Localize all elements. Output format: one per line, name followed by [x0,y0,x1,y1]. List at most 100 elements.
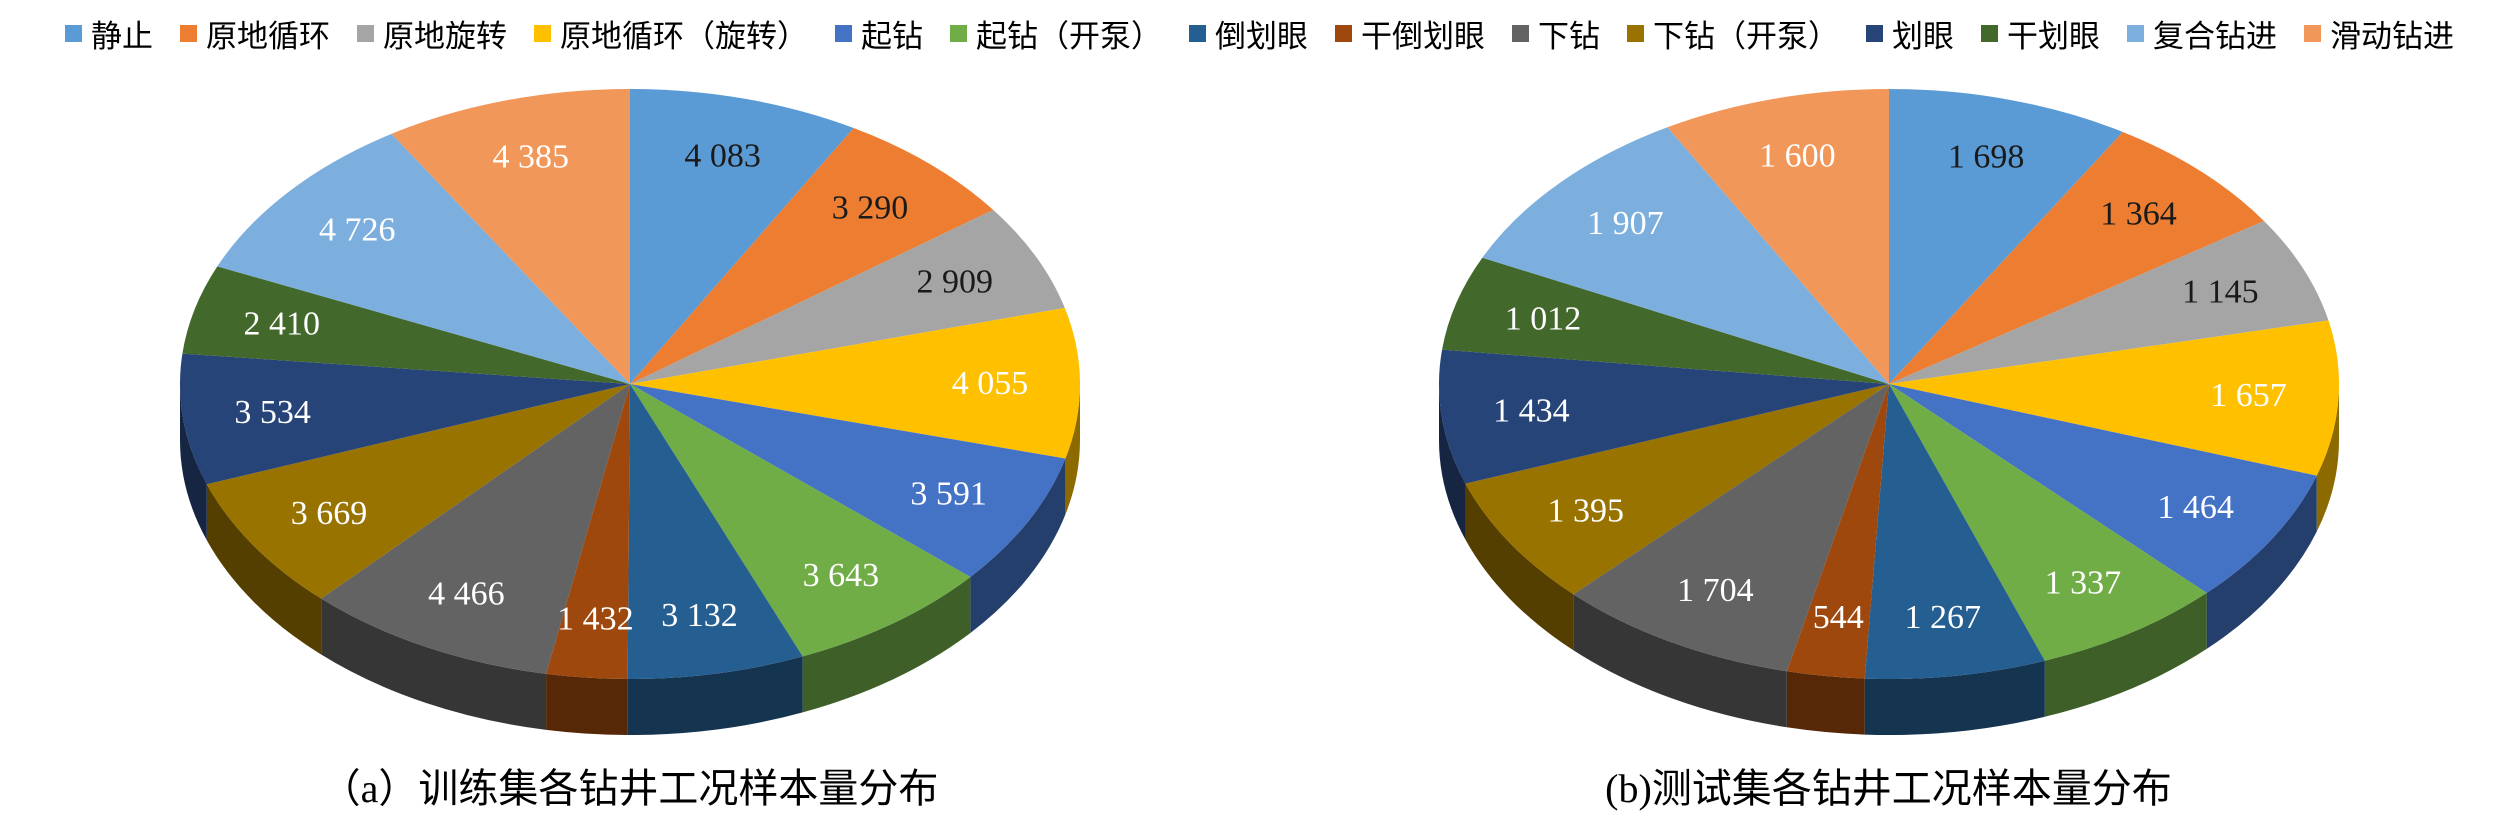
pie-slice-side [321,598,547,730]
legend-item: 复合钻进 [2127,11,2277,56]
legend-swatch [1866,24,1883,42]
pie-slice-side [627,656,803,736]
pie-slice-复合钻进 [1482,127,1889,385]
legend-swatch [950,24,967,42]
pie-value-label: 3 669 [291,495,368,532]
pie-value-label: 544 [1813,599,1864,636]
legend-item: 原地循环（旋转） [534,11,808,56]
pie-value-label: 2 410 [244,306,321,343]
legend-item: 干倒划眼 [1335,11,1485,56]
pie-slice-滑动钻进 [391,89,630,384]
pie-slice-起钻 [630,384,1066,577]
pie-value-label: 1 657 [2210,377,2287,414]
legend-item: 起钻（开泵） [950,11,1162,56]
pie-slice-原地循环（旋转） [630,307,1080,459]
pie-slice-复合钻进 [217,133,631,384]
pie-value-label: 3 591 [910,475,987,512]
pie-value-label: 1 600 [1759,137,1836,174]
pie-slice-倒划眼 [627,384,803,680]
pie-chart-train: 4 083 3 290 2 909 4 055 3 591 3 643 3 132 1 432… [0,54,1259,814]
pie-chart-test: 1 698 1 364 1 145 1 657 1 464 1 337 1 267 544 1 … [1259,54,2518,814]
legend-swatch [1335,24,1352,42]
pie-slice-原地旋转 [1889,220,2329,384]
caption-train: （a）训练集各钻井工况样本量分布 [320,766,939,811]
pie-slice-划眼 [180,353,631,485]
legend-label: 干划眼 [2007,18,2100,54]
legend-swatch [2127,24,2144,42]
pie-value-label: 1 698 [1948,138,2025,175]
pie-slice-side [1786,671,1865,735]
pie-slice-side [970,458,1066,633]
pie-value-label: 1 145 [2182,273,2259,310]
pie-slice-滑动钻进 [1667,89,1889,384]
pie-slice-起钻（开泵） [1889,384,2207,661]
legend-item: 干划眼 [1981,11,2100,56]
legend-label: 滑动钻进 [2330,18,2454,54]
pie-slice-原地循环（旋转） [1889,320,2339,476]
pie-value-label: 4 055 [952,365,1029,402]
pie-slice-side [1439,384,1466,540]
legend-label: 划眼 [1892,18,1954,54]
pie-value-label: 4 083 [684,137,761,174]
pie-slice-side [180,384,207,541]
pie-value-label: 3 643 [803,557,880,594]
pie-test-svg: 1 698 1 364 1 145 1 657 1 464 1 337 1 267 544 1 … [1439,89,2339,735]
pie-value-label: 4 385 [493,139,570,176]
pie-value-label: 1 464 [2157,489,2234,526]
legend-swatch [1627,24,1644,42]
pie-slice-下钻 [321,384,630,674]
pie-slice-side [206,484,322,655]
legend-label: 起钻（开泵） [976,18,1162,54]
legend-swatch [65,24,82,42]
pie-slice-下钻 [1573,384,1889,672]
pie-value-label: 1 337 [2045,564,2121,601]
legend-label: 原地循环 [206,18,330,54]
legend-label: 原地循环（旋转） [560,18,808,54]
pie-slice-倒划眼 [1864,384,2045,679]
pie-slice-划眼 [1439,349,1889,484]
pie-value-label: 1 434 [1493,392,1570,429]
pie-slice-下钻（开泵） [206,384,630,599]
pie-value-label: 2 909 [916,264,993,301]
pie-value-label: 3 290 [832,190,909,227]
pie-slice-下钻（开泵） [1465,384,1889,595]
pie-slice-side [802,576,971,713]
pie-slice-干倒划眼 [1786,384,1889,679]
pie-slice-side [1065,384,1080,515]
legend-swatch [534,24,551,42]
legend-swatch [1981,24,1998,42]
charts-row: 4 083 3 290 2 909 4 055 3 591 3 643 3 132 1 432… [0,54,2519,814]
pie-slice-side [1465,483,1574,651]
legend-item: 原地循环 [180,11,330,56]
legend-item: 静止 [65,11,153,56]
legend-item: 倒划眼 [1189,11,1308,56]
pie-slice-干划眼 [1442,257,1889,384]
legend-label: 下钻 [1538,18,1600,54]
pie-value-label: 4 726 [319,211,396,248]
pie-value-label: 1 395 [1547,493,1624,530]
pie-slice-静止 [630,89,854,384]
legend-swatch [2304,24,2321,42]
pie-slice-side [2044,592,2207,717]
legend-label: 原地旋转 [383,18,507,54]
pie-slice-静止 [1889,89,2123,384]
legend-swatch [1512,24,1529,42]
pie-value-label: 1 907 [1587,205,1664,242]
pie-slice-原地旋转 [630,209,1065,384]
legend-label: 起钻 [861,18,923,54]
caption-test: (b)测试集各钻井工况样本量分布 [1605,766,2172,811]
legend-swatch [835,24,852,42]
legend-label: 干倒划眼 [1361,18,1485,54]
pie-value-label: 4 466 [428,576,505,613]
pie-slice-side [2206,475,2317,649]
legend-item: 起钻 [835,11,923,56]
legend-swatch [1189,24,1206,42]
pie-slice-干划眼 [182,266,630,384]
legend-item: 原地旋转 [357,11,507,56]
legend: 静止 原地循环 原地旋转 原地循环（旋转） 起钻 起钻（开泵） 倒划眼 干倒划眼 下钻 下钻（开泵… [0,0,2519,54]
pie-slice-side [1573,594,1787,728]
pie-slice-side [546,673,628,735]
legend-label: 倒划眼 [1215,18,1308,54]
pie-value-label: 1 364 [2100,195,2177,232]
